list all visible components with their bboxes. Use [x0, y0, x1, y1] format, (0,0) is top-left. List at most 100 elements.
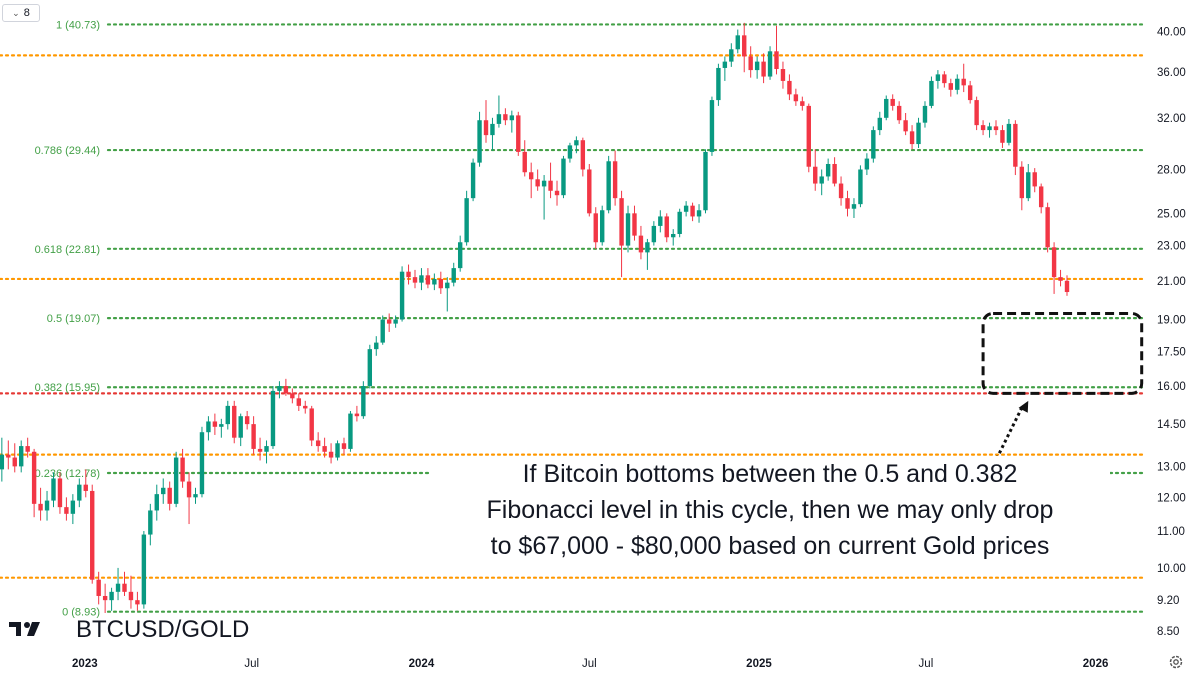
candle-body	[264, 446, 269, 452]
candle-body	[690, 205, 695, 217]
collapse-button[interactable]: ⌄ 8	[2, 4, 40, 22]
candle-body	[612, 161, 618, 199]
candle-body	[903, 120, 908, 132]
candle-body	[780, 69, 786, 81]
candle-body	[793, 94, 799, 102]
candle-body	[154, 494, 159, 511]
candle-body	[1038, 186, 1044, 208]
candle-body	[70, 500, 76, 514]
arrow-head-icon	[1018, 400, 1029, 413]
candle-body	[173, 457, 179, 504]
y-tick-label: 11.00	[1157, 526, 1185, 538]
candle-body	[193, 494, 198, 498]
candle-body	[516, 115, 521, 152]
annotation-line: to $67,000 - $80,000 based on current Go…	[490, 532, 1050, 560]
candlesticks	[0, 22, 1070, 613]
y-tick-label: 32.00	[1157, 113, 1186, 125]
candle-body	[767, 51, 773, 77]
candle-body	[283, 386, 289, 394]
candle-body	[806, 105, 811, 167]
candle-body	[535, 179, 540, 187]
candle-body	[38, 503, 43, 511]
candle-body	[12, 457, 17, 467]
candle-body	[522, 151, 527, 173]
candle-body	[303, 405, 308, 409]
tradingview-logo-icon	[9, 622, 40, 636]
candle-body	[148, 510, 153, 535]
chevron-down-icon: ⌄	[12, 7, 20, 18]
x-tick-label: Jul	[244, 658, 259, 670]
y-tick-label: 13.00	[1157, 461, 1186, 473]
candle-body	[884, 98, 889, 118]
target-zone-box	[981, 311, 1144, 395]
candle-body	[90, 490, 95, 580]
candle-body	[44, 500, 50, 511]
candle-body	[219, 424, 224, 427]
candle-body	[425, 275, 431, 285]
fib-label: 0.382 (15.95)	[35, 382, 100, 394]
settings-gear-icon[interactable]	[1168, 654, 1184, 670]
candle-body	[877, 117, 882, 131]
candle-body	[322, 446, 327, 452]
candle-body	[6, 454, 11, 458]
candle-body	[412, 277, 418, 283]
candle-body	[490, 123, 495, 136]
candle-body	[309, 408, 314, 441]
y-tick-label: 14.50	[1157, 419, 1186, 431]
candle-body	[748, 56, 753, 71]
candle-body	[664, 216, 669, 238]
candle-body	[554, 190, 560, 196]
fibonacci-levels: 1 (40.73) 0.786 (29.44) 0.618 (22.81) 0.5 (…	[35, 19, 1147, 619]
candle-body	[225, 405, 230, 425]
candle-body	[1064, 280, 1070, 293]
y-tick-label: 36.00	[1157, 67, 1186, 79]
candle-body	[890, 98, 895, 106]
candle-body	[600, 210, 605, 243]
candle-body	[102, 595, 108, 601]
candle-body	[935, 74, 941, 81]
candle-body	[948, 83, 954, 90]
annotation-line: Fibonacci level in this cycle, then we m…	[486, 496, 1054, 524]
candle-body	[709, 100, 715, 152]
candle-body	[1013, 123, 1018, 167]
y-tick-label: 17.50	[1157, 346, 1186, 358]
candle-body	[645, 242, 650, 253]
annotation-text: If Bitcoin bottoms between the 0.5 and 0…	[430, 456, 1110, 564]
y-tick-label: 8.50	[1157, 626, 1179, 638]
target-zone	[981, 311, 1144, 395]
candle-body	[942, 74, 947, 84]
candle-body	[722, 61, 728, 68]
candle-body	[677, 211, 682, 234]
candle-body	[238, 416, 243, 438]
candle-body	[813, 166, 818, 184]
candle-body	[1019, 166, 1025, 199]
candle-body	[993, 126, 999, 131]
candle-body	[864, 158, 870, 170]
candle-body	[141, 534, 147, 605]
candle-body	[845, 198, 850, 209]
fib-label: 0.236 (12.78)	[35, 468, 100, 480]
y-tick-label: 40.00	[1157, 26, 1186, 38]
candle-body	[1026, 172, 1031, 199]
candle-body	[735, 35, 740, 50]
candle-body	[19, 446, 24, 467]
candle-body	[825, 163, 831, 177]
candle-body	[916, 122, 921, 145]
x-tick-label: Jul	[582, 658, 597, 670]
candle-body	[851, 204, 857, 209]
candle-body	[909, 131, 915, 145]
candle-body	[922, 105, 928, 123]
fib-label: 1 (40.73)	[56, 19, 100, 31]
candle-body	[800, 101, 805, 106]
y-tick-label: 10.00	[1157, 563, 1186, 575]
candle-body	[380, 319, 385, 343]
candle-body	[432, 278, 437, 285]
candle-body	[929, 80, 934, 106]
candle-body	[199, 432, 205, 495]
candle-body	[244, 416, 250, 425]
y-tick-label: 28.00	[1157, 164, 1186, 176]
y-tick-label: 12.00	[1157, 492, 1186, 504]
candle-body	[541, 180, 547, 187]
candle-body	[961, 78, 966, 86]
